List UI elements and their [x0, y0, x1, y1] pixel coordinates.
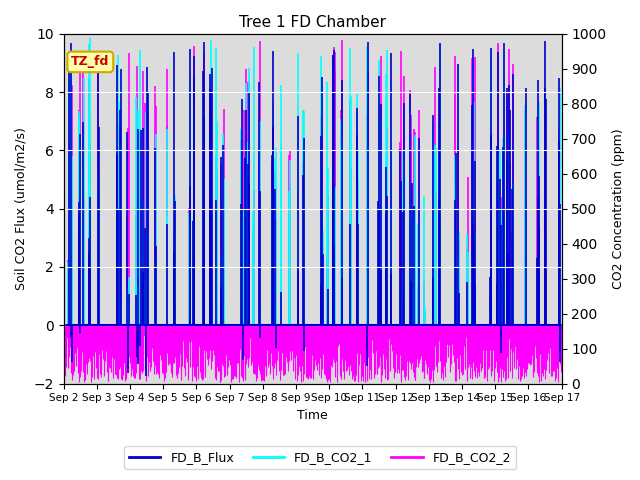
X-axis label: Time: Time	[297, 409, 328, 422]
Legend: FD_B_Flux, FD_B_CO2_1, FD_B_CO2_2: FD_B_Flux, FD_B_CO2_1, FD_B_CO2_2	[124, 446, 516, 469]
Title: Tree 1 FD Chamber: Tree 1 FD Chamber	[239, 15, 386, 30]
Y-axis label: CO2 Concentration (ppm): CO2 Concentration (ppm)	[612, 129, 625, 289]
Text: TZ_fd: TZ_fd	[71, 55, 109, 69]
Y-axis label: Soil CO2 Flux (umol/m2/s): Soil CO2 Flux (umol/m2/s)	[15, 127, 28, 290]
